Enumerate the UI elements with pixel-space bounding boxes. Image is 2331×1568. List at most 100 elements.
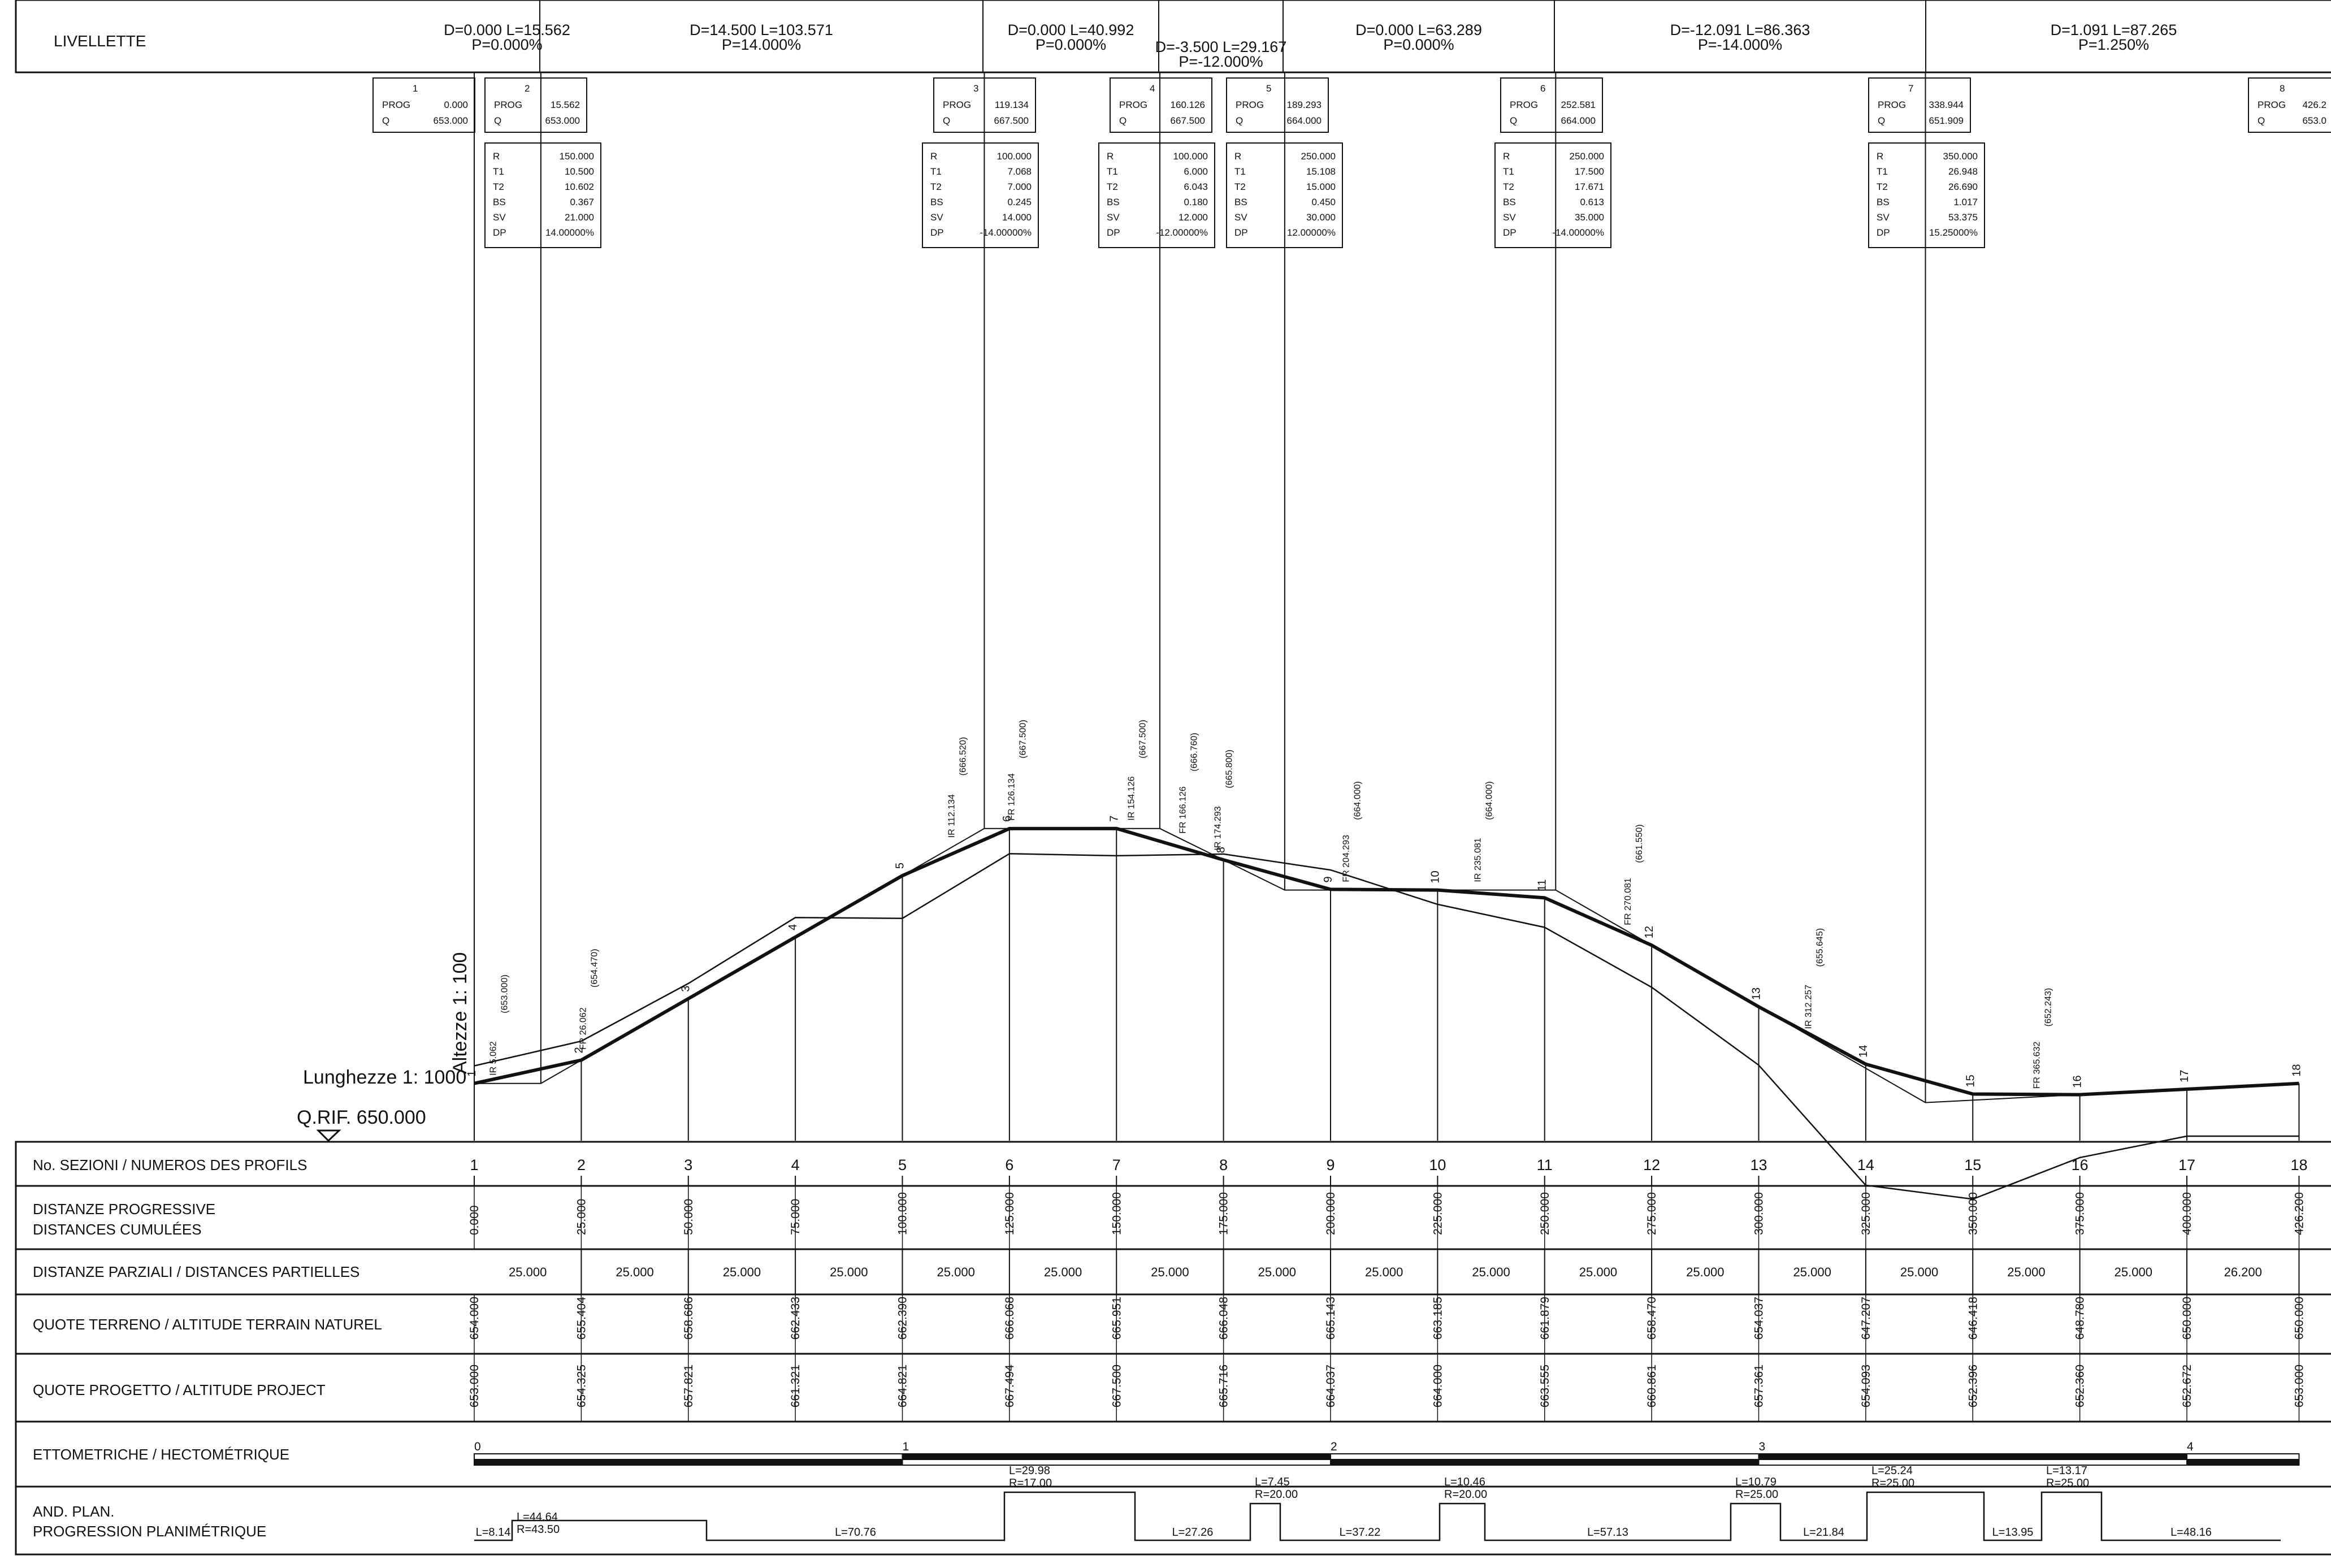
- curve-param-label: R: [930, 151, 937, 162]
- tangent-point-elevation: (664.000): [1485, 781, 1494, 820]
- partial-distance: 25.000: [1044, 1265, 1082, 1279]
- tangent-point-label: IR 174.293: [1213, 806, 1223, 850]
- curve-param-label: T1: [1107, 166, 1118, 177]
- partial-distance: 25.000: [2007, 1265, 2045, 1279]
- tangent-point-label: IR 312.257: [1804, 985, 1813, 1029]
- curve-param-value: 53.375: [1948, 212, 1978, 223]
- curve-param-value: 1.017: [1953, 197, 1978, 207]
- curve-box: [922, 142, 1039, 248]
- curve-param-value: 6.000: [1184, 166, 1208, 177]
- curve-param-value: 26.690: [1948, 181, 1978, 192]
- row-label-progressive: DISTANZE PROGRESSIVE: [33, 1201, 215, 1218]
- curve-param-label: BS: [1107, 197, 1120, 207]
- plan-curve-radius: R=43.50: [517, 1523, 560, 1536]
- profile-section-number: 11: [1536, 880, 1549, 891]
- grade-segment-p: P=14.000%: [722, 36, 801, 53]
- vertex-box: [1500, 77, 1603, 133]
- grade-segment-p: P=0.000%: [1035, 36, 1106, 53]
- profile-section-number: 8: [1215, 847, 1228, 853]
- section-number: 17: [2178, 1156, 2195, 1173]
- plan-curve-length: L=10.46: [1444, 1476, 1485, 1488]
- terrain-elevation: 646.418: [1966, 1297, 1979, 1340]
- curve-param-label: T1: [1503, 166, 1514, 177]
- curve-param-value: 14.000: [1002, 212, 1032, 223]
- vertex-prog-label: PROG: [1236, 99, 1264, 110]
- curve-param-value: 100.000: [1173, 151, 1208, 162]
- vertex-box: [1868, 77, 1971, 133]
- curve-param-value: 12.00000%: [1287, 227, 1336, 238]
- curve-param-value: 14.00000%: [545, 227, 594, 238]
- curve-param-label: R: [1107, 151, 1113, 162]
- vertex-prog-label: PROG: [1878, 99, 1906, 110]
- section-number: 5: [898, 1156, 907, 1173]
- terrain-elevation: 655.404: [575, 1297, 588, 1340]
- curve-param-label: SV: [1503, 212, 1516, 223]
- plan-curve-radius: R=20.00: [1444, 1488, 1487, 1501]
- curve-param-value: 12.000: [1179, 212, 1208, 223]
- progressive-distance: 200.000: [1324, 1192, 1337, 1235]
- curve-param-value: 17.671: [1575, 181, 1604, 192]
- section-number: 1: [470, 1156, 478, 1173]
- section-number: 9: [1326, 1156, 1335, 1173]
- curve-param-label: T2: [930, 181, 942, 192]
- tangent-point-elevation: (666.520): [958, 737, 968, 776]
- partial-distance: 25.000: [1686, 1265, 1724, 1279]
- curve-param-label: SV: [1877, 212, 1890, 223]
- terrain-elevation: 662.390: [896, 1297, 909, 1340]
- plan-straight-length: L=8.14: [476, 1526, 511, 1539]
- plan-straight-length: L=37.22: [1340, 1526, 1381, 1539]
- project-elevation: 657.821: [682, 1365, 695, 1407]
- curve-param-label: SV: [1107, 212, 1120, 223]
- hectometric-label: 2: [1331, 1440, 1337, 1453]
- grade-segment-p: P=-12.000%: [1179, 53, 1263, 70]
- partial-distance: 25.000: [1258, 1265, 1296, 1279]
- progressive-distance: 250.000: [1539, 1192, 1552, 1235]
- vertex-number: 2: [525, 83, 530, 94]
- terrain-elevation: 647.207: [1860, 1297, 1873, 1340]
- tangent-point-label: FR 166.126: [1178, 786, 1188, 834]
- terrain-elevation: 663.185: [1431, 1297, 1444, 1340]
- grade-segment-d: D=-3.500 L=29.167: [1155, 38, 1287, 55]
- terrain-elevation: 658.470: [1645, 1297, 1658, 1340]
- partial-distance: 25.000: [616, 1265, 653, 1279]
- progressive-distance: 0.000: [468, 1205, 481, 1235]
- vertex-q-label: Q: [1119, 115, 1126, 126]
- project-elevation: 660.861: [1645, 1365, 1658, 1407]
- curve-param-label: R: [493, 151, 500, 162]
- section-number: 7: [1112, 1156, 1121, 1173]
- project-elevation: 665.716: [1218, 1365, 1231, 1407]
- plan-curve-length: L=29.98: [1009, 1465, 1050, 1477]
- plan-curve-length: L=13.17: [2046, 1465, 2087, 1477]
- project-elevation: 654.325: [575, 1365, 588, 1407]
- section-number: 18: [2290, 1156, 2307, 1173]
- project-elevation: 667.494: [1003, 1365, 1016, 1407]
- project-elevation: 664.821: [896, 1365, 909, 1407]
- plan-straight-length: L=57.13: [1587, 1526, 1628, 1539]
- hectometric-bar-upper: [2186, 1453, 2300, 1460]
- vertex-q-label: Q: [1236, 115, 1243, 126]
- grade-segment-p: P=-14.000%: [1698, 36, 1782, 53]
- curve-param-value: 35.000: [1575, 212, 1604, 223]
- curve-param-label: DP: [1503, 227, 1517, 238]
- vertex-prog-label: PROG: [382, 99, 410, 110]
- project-elevation: 664.037: [1324, 1365, 1337, 1407]
- section-number: 14: [1857, 1156, 1874, 1173]
- curve-param-value: 7.068: [1007, 166, 1032, 177]
- curve-param-label: SV: [493, 212, 506, 223]
- curve-param-label: T1: [493, 166, 504, 177]
- partial-distance: 26.200: [2224, 1265, 2262, 1279]
- project-elevation: 657.361: [1753, 1365, 1766, 1407]
- header-title: LIVELLETTE: [54, 32, 146, 50]
- plan-curve-radius: R=25.00: [1735, 1488, 1778, 1501]
- curve-param-label: T1: [1877, 166, 1888, 177]
- project-elevation: 654.093: [1860, 1365, 1873, 1407]
- curve-param-label: T2: [1503, 181, 1514, 192]
- plan-curve-length: L=7.45: [1255, 1476, 1290, 1488]
- plan-curve-radius: R=25.00: [1871, 1477, 1914, 1489]
- progressive-distance: 350.000: [1966, 1192, 1979, 1235]
- curve-param-value: 150.000: [560, 151, 594, 162]
- curve-param-label: R: [1503, 151, 1510, 162]
- project-elevation: 652.360: [2074, 1365, 2087, 1407]
- profile-section-number: 9: [1322, 876, 1335, 882]
- project-profile: [474, 826, 2299, 1097]
